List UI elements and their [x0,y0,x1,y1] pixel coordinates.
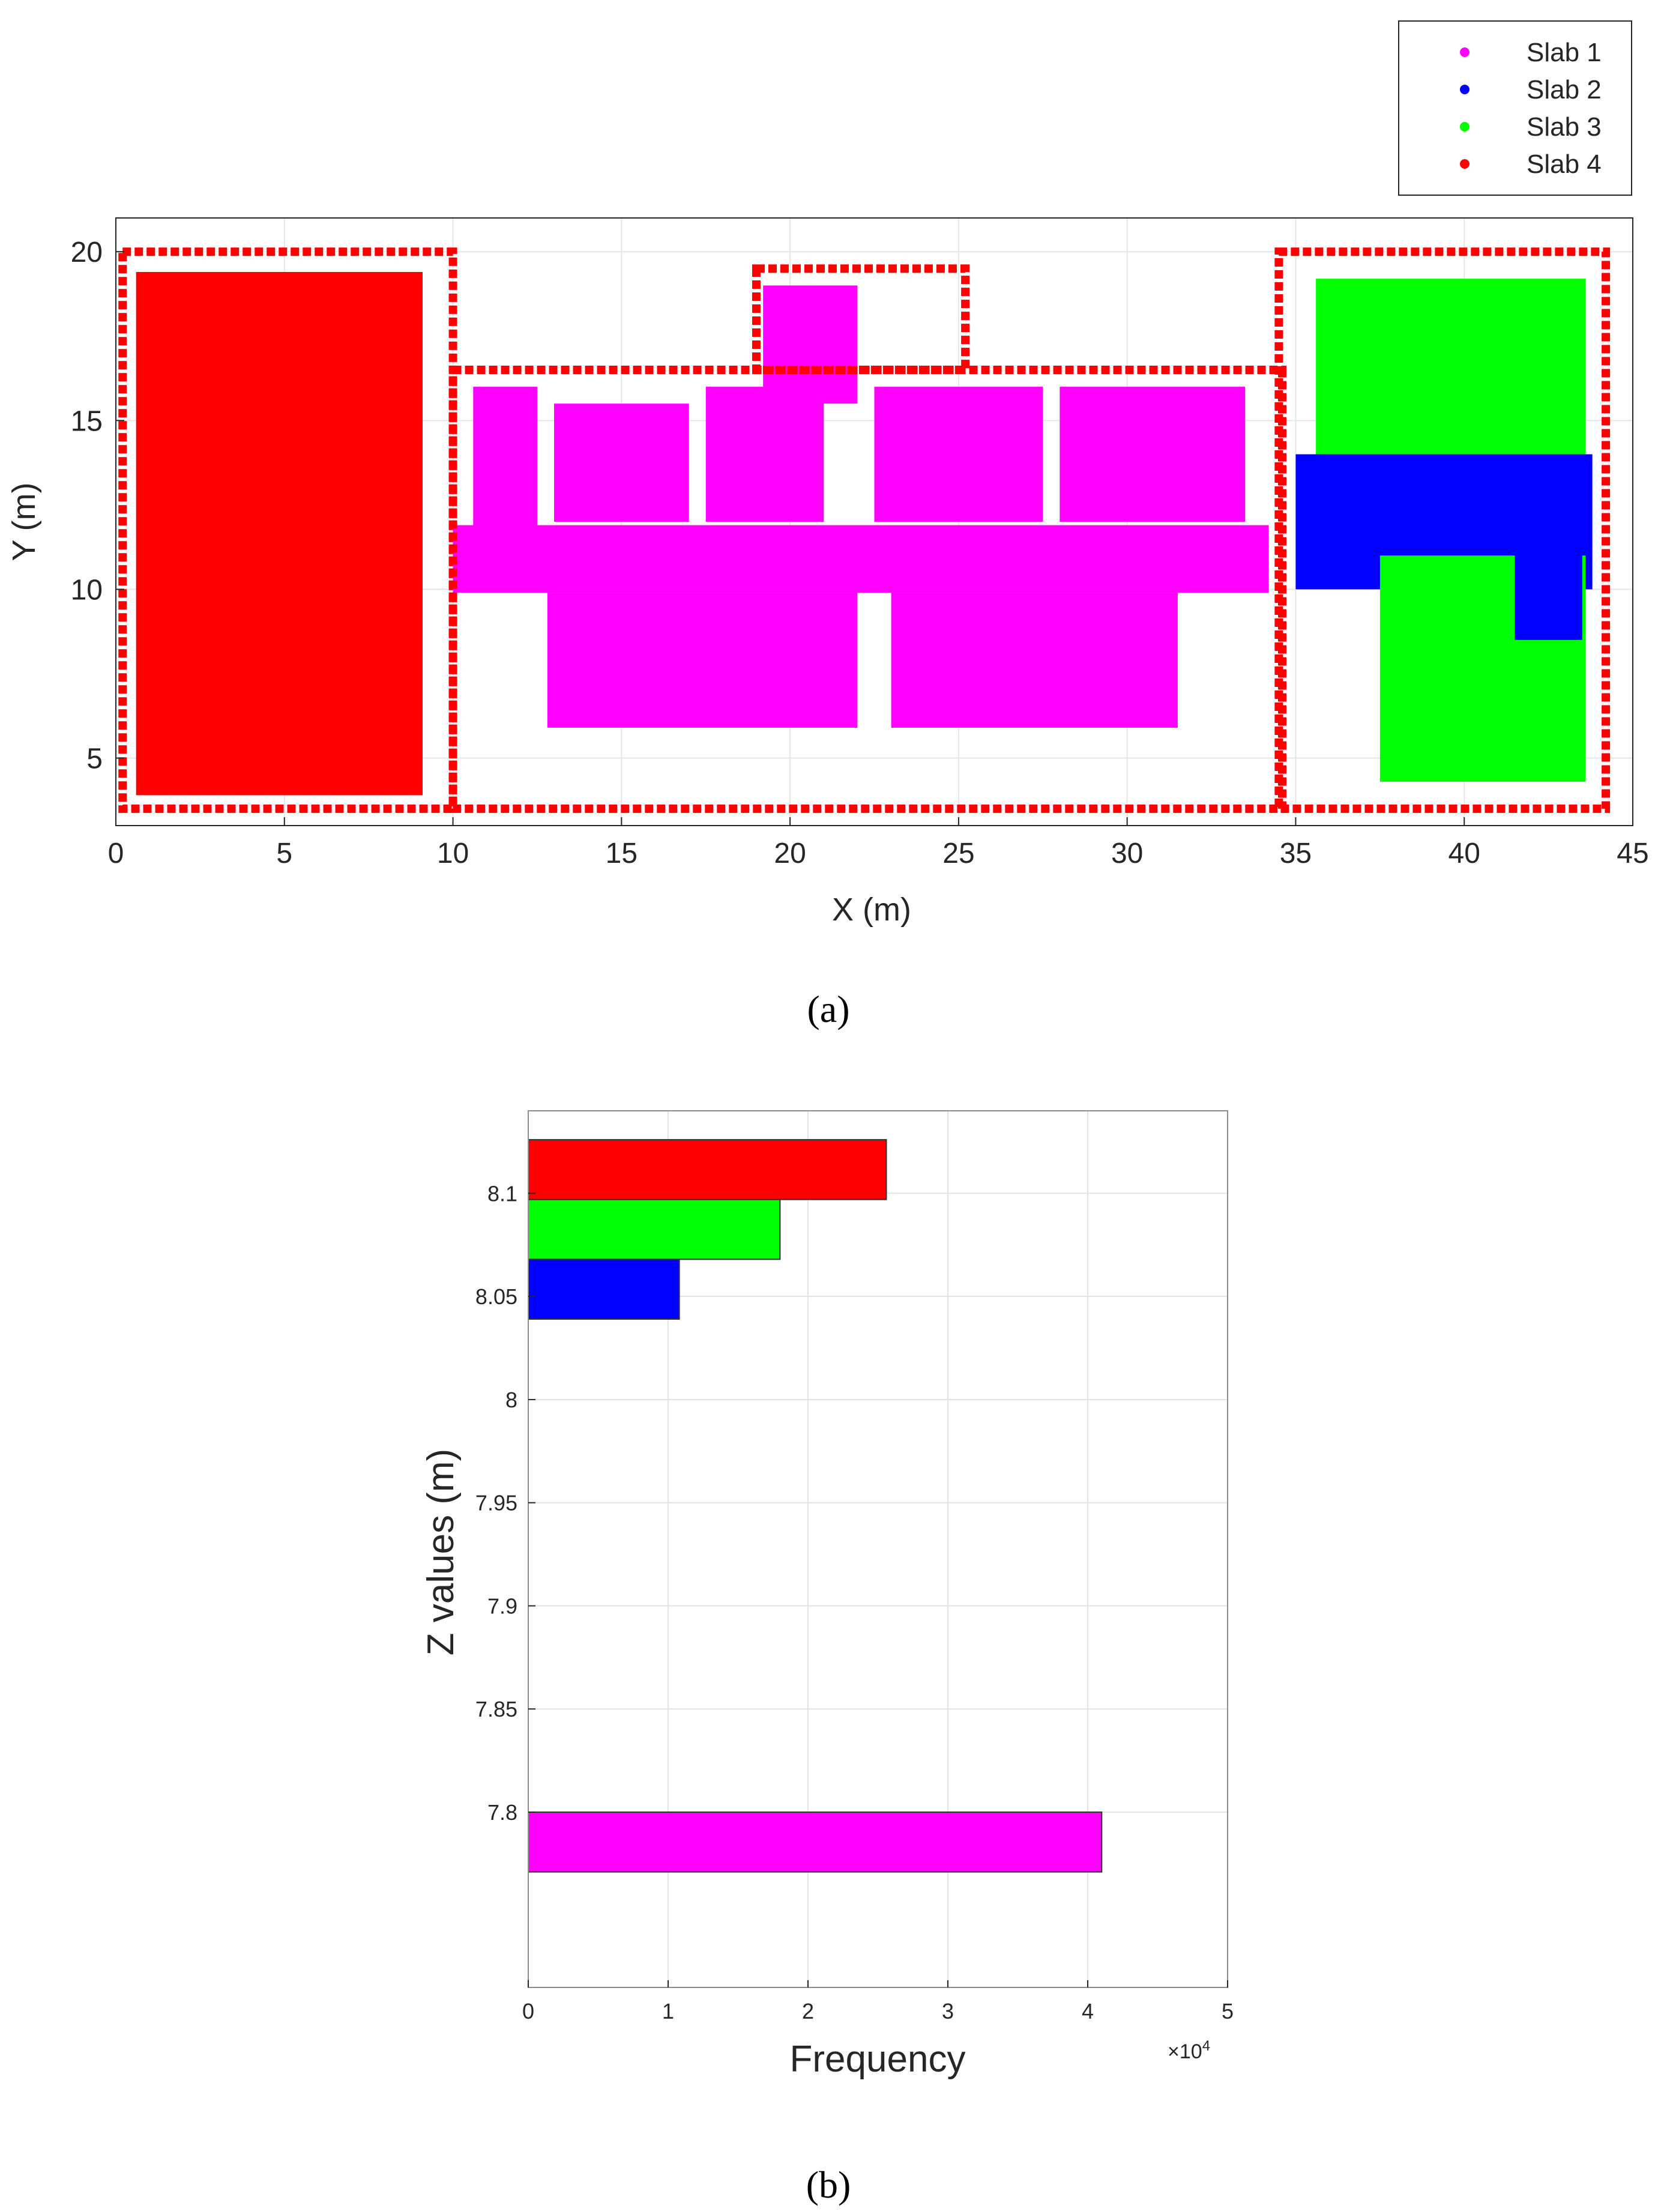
y-tick-label: 8 [505,1388,517,1412]
x-tick-label: 40 [1449,838,1480,869]
legend-marker [1460,159,1470,169]
x-tick-label: 0 [108,838,124,869]
legend-label: Slab 4 [1527,150,1602,179]
histogram-y-axis-label: Z values (m) [420,1449,462,1655]
y-tick-label: 7.95 [475,1491,517,1515]
wall-points [1274,247,1611,813]
x-tick-label: 1 [662,1999,674,2023]
histogram-bar [528,1198,781,1260]
y-tick-label: 8.1 [487,1181,517,1206]
y-tick-label: 15 [71,405,103,437]
x-tick-label: 30 [1111,838,1143,869]
histogram-axes-box [528,1110,1228,1988]
point-cluster [705,387,824,522]
legend-label: Slab 1 [1527,38,1602,67]
x-tick-label: 5 [1222,1999,1234,2023]
scatter-y-axis-label: Y (m) [6,483,42,561]
point-cluster [453,525,1269,593]
x-tick-label: 45 [1617,838,1648,869]
legend-entry: Slab 4 [1460,150,1602,179]
y-tick-label: 20 [71,237,103,268]
legend-entry: Slab 3 [1460,112,1602,142]
x-tick-label: 3 [942,1999,954,2023]
histogram-x-exponent: ×104 [1168,2038,1210,2064]
x-tick-label: 4 [1082,1999,1094,2023]
wall-points [752,264,970,375]
histogram-bar [528,1259,680,1320]
histogram-x-axis-label: Frequency [790,2038,966,2080]
point-cluster [547,593,858,728]
point-cluster [136,271,423,796]
panel-a-label: (a) [807,988,849,1030]
histogram-x-exponent-power: 4 [1202,2038,1210,2054]
scatter-axes-box [115,217,1633,826]
x-tick-label: 0 [522,1999,534,2023]
x-tick-label: 2 [802,1999,814,2023]
legend-marker [1460,47,1470,57]
point-cluster [891,593,1178,728]
histogram-x-ticks: 0 1 2 3 4 5 [522,1980,1234,2023]
legend-label: Slab 2 [1527,75,1602,104]
scatter-points [118,247,1611,813]
histogram-bar [528,1812,1103,1873]
x-tick-label: 35 [1280,838,1312,869]
x-tick-label: 15 [606,838,638,869]
legend-marker [1460,122,1470,131]
y-tick-label: 5 [86,743,103,775]
histogram-bar [528,1139,887,1200]
legend-marker [1460,85,1470,94]
y-tick-label: 7.8 [487,1800,517,1825]
legend-box [1398,20,1632,196]
scatter-y-ticks: 5 10 15 20 [71,237,124,775]
scatter-x-ticks: 0 5 10 15 20 25 30 35 40 45 [108,817,1649,869]
y-tick-label: 7.85 [475,1697,517,1721]
wall-points [118,247,457,813]
point-cluster [473,387,537,539]
x-tick-label: 10 [437,838,469,869]
y-tick-label: 10 [71,574,103,606]
legend-label: Slab 3 [1527,112,1602,142]
panel-b-label: (b) [806,2163,851,2206]
y-tick-label: 7.9 [487,1594,517,1618]
legend-entry: Slab 2 [1460,75,1602,104]
point-cluster [1515,522,1582,640]
scatter-legend: Slab 1 Slab 2 Slab 3 Slab 4 [1398,20,1632,196]
x-tick-label: 20 [774,838,806,869]
y-tick-label: 8.05 [475,1284,517,1309]
x-tick-label: 25 [942,838,974,869]
legend-entry: Slab 1 [1460,38,1602,67]
histogram-y-ticks: 7.8 7.85 7.9 7.95 8 8.05 8.1 [475,1181,535,1825]
histogram-bars [528,1139,1103,1873]
point-cluster [763,285,858,404]
point-cluster [1060,387,1246,522]
scatter-x-axis-label: X (m) [832,892,911,928]
point-cluster [874,387,1043,522]
panel-a: 0 5 10 15 20 25 30 35 40 45 5 10 15 20 X (m) Y (m) S… [6,20,1649,1030]
point-cluster [554,403,689,522]
x-tick-label: 5 [276,838,292,869]
